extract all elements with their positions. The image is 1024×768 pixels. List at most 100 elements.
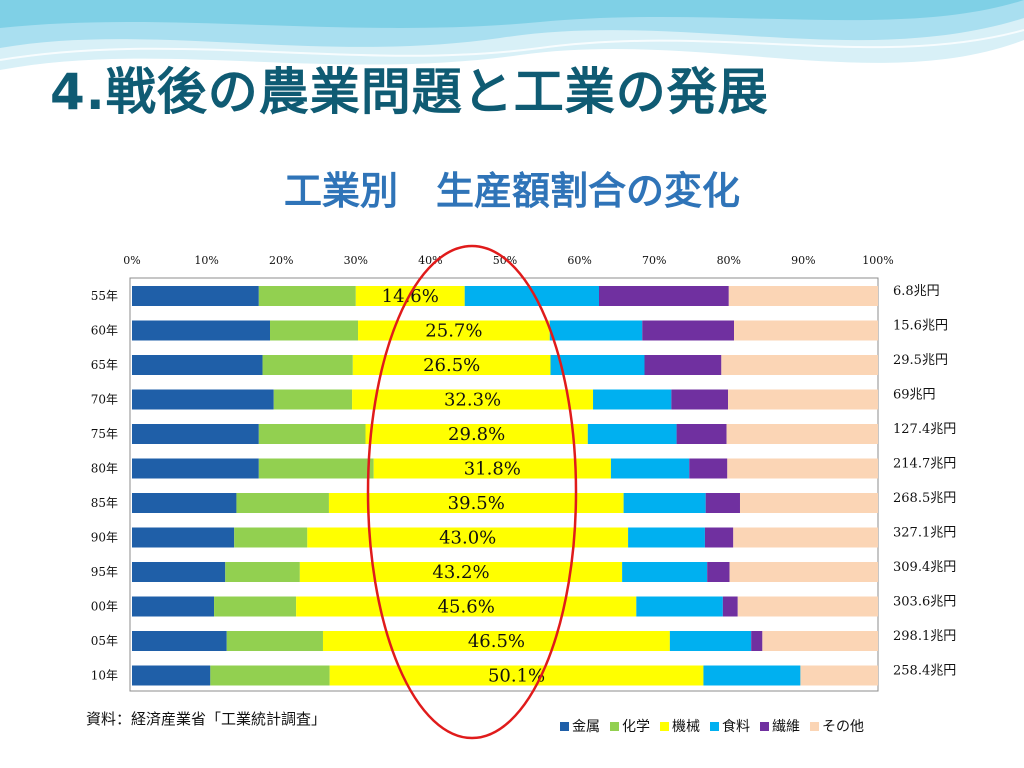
- data-label-machine: 45.6%: [438, 597, 495, 618]
- total-label: 29.5兆円: [893, 353, 948, 368]
- total-label: 258.4兆円: [893, 664, 956, 679]
- bar-segment-機械: [358, 320, 550, 341]
- bar-segment-その他: [739, 493, 878, 513]
- category-label: 80年: [91, 462, 118, 476]
- bar-segment-化学: [273, 389, 353, 410]
- legend-label: 金属: [572, 719, 600, 735]
- bar-segment-化学: [270, 320, 359, 341]
- bar-segment-金属: [132, 665, 211, 686]
- bar-segment-その他: [800, 665, 878, 686]
- data-label-machine: 31.8%: [464, 459, 521, 480]
- legend-swatch: [810, 721, 819, 731]
- bar-segment-金属: [132, 458, 259, 479]
- bar-segment-機械: [373, 458, 611, 479]
- total-label: 69兆円: [893, 388, 936, 403]
- bar-segment-金属: [132, 355, 263, 375]
- bar-segment-その他: [734, 320, 878, 341]
- plot-area-frame: [129, 277, 879, 692]
- total-label: 268.5兆円: [893, 491, 956, 506]
- legend-label: 化学: [622, 719, 650, 735]
- legend-item: 繊維: [760, 716, 800, 736]
- x-tick-label: 40%: [418, 254, 442, 267]
- bar-segment-繊維: [644, 355, 722, 375]
- bar-segment-食料: [669, 631, 752, 651]
- bar-segment-機械: [365, 424, 588, 444]
- bar-segment-金属: [132, 527, 235, 548]
- legend-item: 食料: [710, 716, 750, 736]
- total-labels: 6.8兆円 15.6兆円 29.5兆円 69兆円 127.4兆円 214.7兆円 268.5…: [893, 284, 956, 679]
- wave-front: [0, 0, 1024, 28]
- legend-label: 繊維: [772, 719, 800, 735]
- x-tick-label: 30%: [344, 254, 368, 267]
- bar-segment-食料: [587, 424, 677, 444]
- bar-segment-食料: [628, 527, 705, 548]
- category-label: 95年: [91, 565, 118, 579]
- bar-segment-食料: [703, 665, 801, 686]
- bar-segment-化学: [234, 527, 308, 548]
- legend-item: 金属: [560, 716, 600, 736]
- bar-segment-機械: [329, 665, 704, 686]
- bar-segment-機械: [307, 527, 629, 548]
- legend-swatch: [610, 721, 619, 731]
- bar-segment-その他: [728, 286, 878, 306]
- bar-segment-金属: [132, 286, 259, 306]
- bar-segment-機械: [352, 355, 551, 375]
- bar-segment-その他: [762, 631, 878, 651]
- category-label: 70年: [91, 393, 118, 407]
- legend-label: 食料: [722, 719, 750, 735]
- bar-segment-機械: [352, 389, 594, 410]
- total-label: 309.4兆円: [893, 560, 956, 575]
- bar-segment-食料: [464, 286, 599, 306]
- x-tick-label: 70%: [642, 254, 666, 267]
- bar-segment-その他: [729, 562, 878, 582]
- data-label-machine: 26.5%: [423, 355, 480, 376]
- data-label-machine: 43.0%: [439, 528, 496, 549]
- bar-segment-機械: [299, 562, 623, 582]
- data-label-machine: 39.5%: [448, 493, 505, 514]
- total-label: 298.1兆円: [893, 629, 956, 644]
- bar-segment-その他: [737, 596, 878, 617]
- data-label-machine: 46.5%: [468, 631, 525, 652]
- category-label: 65年: [91, 358, 118, 372]
- legend-item: その他: [810, 716, 864, 736]
- category-label: 75年: [91, 427, 118, 441]
- bar-segment-食料: [549, 320, 643, 341]
- page-title: 4.戦後の農業問題と工業の発展: [50, 63, 769, 121]
- bar-segment-金属: [132, 320, 271, 341]
- bar-segment-繊維: [642, 320, 735, 341]
- category-label: 10年: [91, 669, 118, 683]
- category-label: 05年: [91, 634, 118, 648]
- bar-segment-その他: [727, 458, 878, 479]
- bar-segment-化学: [210, 665, 330, 686]
- data-label-machine: 50.1%: [488, 666, 545, 687]
- chart-subtitle: 工業別 生産額割合の変化: [283, 168, 740, 213]
- bar-segment-化学: [258, 286, 356, 306]
- bar-segment-その他: [733, 527, 878, 548]
- header-wave-decoration: [0, 0, 1024, 70]
- x-tick-label: 0%: [123, 254, 140, 267]
- data-label-machine: 32.3%: [444, 390, 501, 411]
- bar-segment-その他: [726, 424, 878, 444]
- bar-segment-化学: [258, 424, 366, 444]
- legend-swatch: [710, 721, 719, 731]
- total-label: 303.6兆円: [893, 595, 956, 610]
- bar-segment-金属: [132, 424, 259, 444]
- bar-segment-食料: [550, 355, 645, 375]
- x-tick-label: 10%: [194, 254, 218, 267]
- bar-segment-金属: [132, 631, 227, 651]
- category-label: 60年: [91, 324, 118, 338]
- data-label-machine: 29.8%: [448, 424, 505, 445]
- bar-segment-繊維: [676, 424, 727, 444]
- bar-segment-食料: [610, 458, 690, 479]
- bar-segment-その他: [721, 355, 878, 375]
- highlight-ellipse: [366, 244, 578, 740]
- bar-segment-機械: [322, 631, 670, 651]
- bar-segment-化学: [262, 355, 353, 375]
- x-tick-label: 80%: [717, 254, 741, 267]
- category-labels: 55年 60年 65年 70年 75年 80年 85年 90年 95年 00年 05年 10年: [91, 289, 118, 683]
- category-label: 85年: [91, 496, 118, 510]
- x-tick-label: 90%: [791, 254, 815, 267]
- source-note: 資料：経済産業省「工業統計調査」: [86, 710, 327, 728]
